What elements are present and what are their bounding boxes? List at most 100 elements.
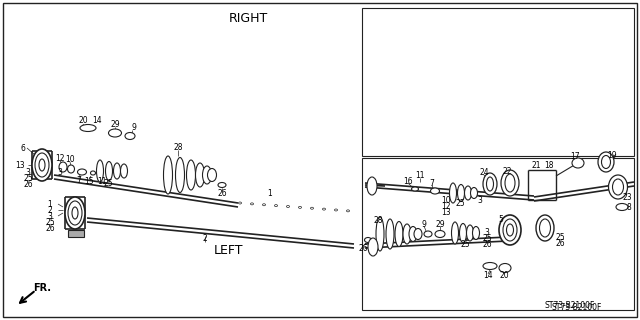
Ellipse shape — [609, 175, 627, 199]
Ellipse shape — [376, 217, 384, 251]
Text: ST73-B2100F: ST73-B2100F — [545, 301, 595, 310]
Ellipse shape — [503, 219, 517, 241]
Text: 25: 25 — [103, 179, 113, 188]
Ellipse shape — [424, 231, 432, 237]
Ellipse shape — [465, 186, 472, 200]
Ellipse shape — [449, 183, 456, 203]
Text: FR.: FR. — [33, 283, 51, 293]
Text: 28: 28 — [173, 142, 183, 151]
Ellipse shape — [451, 222, 458, 244]
Ellipse shape — [202, 166, 211, 184]
Text: 10: 10 — [65, 155, 75, 164]
Text: 9: 9 — [132, 123, 136, 132]
Text: RIGHT: RIGHT — [228, 12, 268, 25]
Text: 26: 26 — [23, 180, 33, 188]
Text: 13: 13 — [15, 161, 25, 170]
Ellipse shape — [287, 205, 289, 207]
Ellipse shape — [395, 221, 403, 246]
Ellipse shape — [414, 228, 422, 239]
Text: 1: 1 — [47, 199, 52, 209]
Ellipse shape — [77, 169, 86, 175]
Text: 29: 29 — [110, 119, 120, 129]
Ellipse shape — [335, 209, 337, 211]
Ellipse shape — [536, 215, 554, 241]
Ellipse shape — [195, 163, 205, 187]
Ellipse shape — [572, 158, 584, 168]
Ellipse shape — [483, 173, 497, 195]
Ellipse shape — [90, 171, 95, 175]
Text: 29: 29 — [435, 220, 445, 228]
Ellipse shape — [120, 164, 127, 178]
Ellipse shape — [80, 124, 96, 132]
Ellipse shape — [460, 223, 467, 243]
Bar — [362, 8, 634, 156]
Text: 14: 14 — [483, 271, 493, 281]
Ellipse shape — [368, 238, 378, 256]
Text: 1: 1 — [268, 188, 273, 197]
Text: 6: 6 — [20, 143, 26, 153]
Ellipse shape — [598, 152, 614, 172]
Ellipse shape — [35, 153, 49, 177]
Ellipse shape — [68, 201, 82, 225]
Ellipse shape — [499, 263, 511, 273]
Text: 26: 26 — [45, 223, 55, 233]
Ellipse shape — [501, 170, 519, 196]
Ellipse shape — [275, 204, 278, 207]
Ellipse shape — [458, 185, 465, 202]
Ellipse shape — [505, 174, 515, 192]
Text: 24: 24 — [479, 167, 489, 177]
Text: 22: 22 — [502, 166, 512, 175]
Text: 28: 28 — [373, 215, 383, 225]
Text: 8: 8 — [627, 203, 632, 212]
Ellipse shape — [310, 207, 314, 209]
Ellipse shape — [39, 159, 45, 171]
Ellipse shape — [250, 203, 253, 205]
Ellipse shape — [298, 206, 301, 208]
Text: 14: 14 — [92, 116, 102, 124]
Ellipse shape — [540, 219, 550, 237]
Ellipse shape — [612, 179, 623, 195]
Text: 7: 7 — [77, 175, 81, 185]
Text: 2: 2 — [203, 234, 207, 243]
Text: 2: 2 — [47, 205, 52, 214]
Ellipse shape — [499, 215, 521, 245]
Text: 12: 12 — [55, 154, 65, 163]
Ellipse shape — [367, 177, 377, 195]
Ellipse shape — [435, 230, 445, 237]
Ellipse shape — [97, 160, 104, 182]
Ellipse shape — [412, 187, 419, 191]
Text: 20: 20 — [499, 271, 509, 281]
Text: 26: 26 — [555, 238, 565, 247]
Text: 16: 16 — [403, 177, 413, 186]
Ellipse shape — [472, 227, 479, 239]
Text: 3: 3 — [26, 167, 31, 177]
Ellipse shape — [323, 208, 326, 210]
Ellipse shape — [431, 188, 440, 194]
Ellipse shape — [483, 262, 497, 269]
Text: 3: 3 — [47, 212, 52, 220]
Text: 3: 3 — [58, 167, 63, 177]
Ellipse shape — [239, 202, 241, 204]
Ellipse shape — [65, 197, 85, 229]
Ellipse shape — [106, 162, 113, 180]
Text: LEFT: LEFT — [213, 244, 243, 257]
Text: 12: 12 — [441, 202, 451, 211]
Ellipse shape — [163, 156, 173, 194]
Ellipse shape — [72, 207, 78, 219]
Text: ST73-B2100F: ST73-B2100F — [552, 303, 602, 313]
Text: 26: 26 — [358, 244, 368, 252]
Ellipse shape — [365, 237, 371, 243]
Text: 21: 21 — [531, 161, 541, 170]
Text: 25: 25 — [455, 198, 465, 207]
Text: 25: 25 — [45, 218, 55, 227]
Text: 23: 23 — [622, 193, 632, 202]
Bar — [362, 158, 634, 310]
Text: 3: 3 — [477, 196, 483, 204]
Text: 26: 26 — [217, 188, 227, 197]
Ellipse shape — [486, 177, 493, 191]
Text: 19: 19 — [607, 150, 617, 159]
Text: 25: 25 — [482, 234, 492, 243]
Ellipse shape — [186, 160, 195, 190]
Text: 25: 25 — [555, 233, 565, 242]
Text: 7: 7 — [429, 179, 435, 188]
